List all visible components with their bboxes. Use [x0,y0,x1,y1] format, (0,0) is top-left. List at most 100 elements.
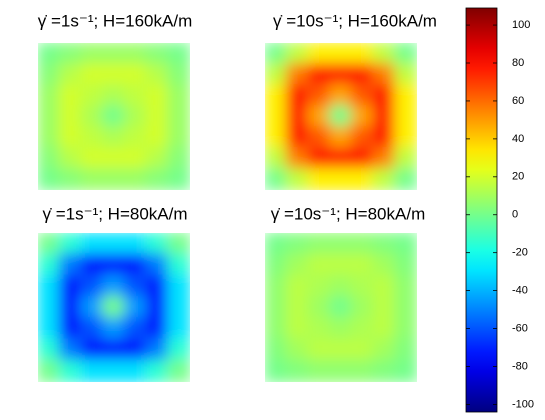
heatmap-cell [307,63,332,86]
heatmap-cell [285,43,310,65]
heatmap-cell [167,253,190,277]
heatmap-cell [372,168,397,190]
heatmap-cell [58,359,83,382]
heatmap-cell [167,359,190,382]
heatmap-cell [58,63,83,86]
heatmap-cells [265,43,417,190]
heatmap-cell [80,105,105,128]
heatmap-cell [102,338,126,362]
heatmap-cell [102,126,126,149]
heatmap-cell [285,84,310,107]
heatmap-cell [350,233,375,256]
heatmap-cell [372,105,397,128]
heatmap-cell [167,84,190,107]
heatmap-cell [58,105,83,128]
heatmap-cell [123,63,148,86]
heatmap-cell [265,359,288,382]
heatmap-cell [58,147,83,170]
heatmap-cell [394,168,417,190]
heatmap-cell [167,43,190,65]
heatmap-cell [394,63,417,86]
colorbar-tick-label: -80 [512,360,528,372]
heatmap-cell [102,233,126,256]
heatmap-cell [394,233,417,256]
heatmap-cell [285,147,310,170]
heatmap-cell [372,43,397,65]
heatmap-cell [307,233,332,256]
heatmap-cell [329,43,353,65]
heatmap-cell [58,233,83,256]
heatmap-cell [307,274,332,298]
heatmap-cell [350,147,375,170]
heatmap-cell [80,43,105,65]
heatmap-cell [265,63,288,86]
heatmap-cell [394,84,417,107]
heatmap-panel [265,43,417,190]
heatmap-cell [350,168,375,190]
heatmap-cell [307,295,332,320]
heatmap-cell [372,63,397,86]
colorbar-tick-label: 60 [512,95,524,107]
heatmap-cell [265,274,288,298]
heatmap-cell [329,274,353,298]
heatmap-cell [58,84,83,107]
heatmap-cell [145,147,170,170]
heatmap-cell [58,338,83,362]
heatmap-cell [372,274,397,298]
heatmap-cell [265,84,288,107]
heatmap-cell [372,338,397,362]
heatmap-cell [167,274,190,298]
heatmap-cell [80,253,105,277]
heatmap-cell [307,84,332,107]
heatmap-cell [167,63,190,86]
heatmap-cell [307,359,332,382]
heatmap-cell [329,147,353,170]
heatmap-cell [394,274,417,298]
heatmap-panel [265,233,417,382]
heatmap-panel [38,43,190,190]
heatmap-cell [372,359,397,382]
heatmap-cell [38,295,61,320]
heatmap-cell [329,233,353,256]
colorbar-tick-label: 20 [512,171,524,183]
heatmap-cells [265,233,417,382]
heatmap-cell [38,359,61,382]
heatmap-cell [350,317,375,341]
heatmap-cell [102,105,126,128]
heatmap-cell [307,317,332,341]
heatmap-cell [58,317,83,341]
heatmap-cell [38,233,61,256]
heatmap-cell [80,233,105,256]
heatmap-cell [58,253,83,277]
heatmap-cell [329,84,353,107]
heatmap-cell [265,105,288,128]
heatmap-cell [102,317,126,341]
heatmap-cell [350,253,375,277]
heatmap-cell [80,338,105,362]
heatmap-cell [167,168,190,190]
heatmap-cell [123,84,148,107]
heatmap-cell [102,43,126,65]
heatmap-cell [285,274,310,298]
heatmap-cell [38,168,61,190]
heatmap-cell [394,317,417,341]
heatmap-cell [372,317,397,341]
heatmap-cell [350,43,375,65]
heatmap-cell [285,233,310,256]
heatmap-cell [350,338,375,362]
heatmap-cell [350,359,375,382]
heatmap-cell [167,105,190,128]
heatmap-cell [265,317,288,341]
heatmap-cell [285,105,310,128]
heatmap-cell [372,253,397,277]
heatmap-cell [265,147,288,170]
heatmap-cell [58,126,83,149]
heatmap-cell [80,126,105,149]
heatmap-cell [285,253,310,277]
heatmap-cell [123,168,148,190]
heatmap-cell [265,43,288,65]
colorbar-tick-label: -20 [512,247,528,259]
heatmap-cell [123,253,148,277]
heatmap-cell [167,233,190,256]
heatmap-cell [102,274,126,298]
